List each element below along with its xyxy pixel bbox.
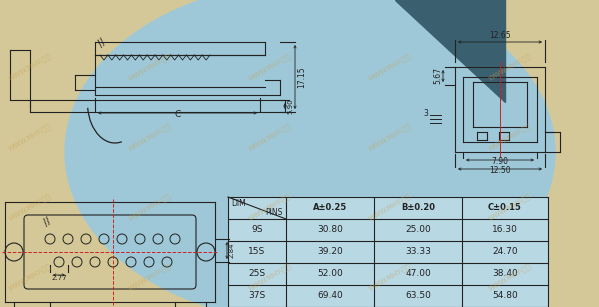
- Text: 33.33: 33.33: [405, 247, 431, 257]
- Text: 25.00: 25.00: [405, 226, 431, 235]
- Bar: [228, 197, 548, 307]
- Text: C: C: [174, 110, 181, 119]
- Text: 12.50: 12.50: [489, 166, 511, 175]
- Text: WWW.MHY-电子: WWW.MHY-电子: [488, 122, 533, 152]
- Polygon shape: [395, 0, 505, 102]
- Text: C±0.15: C±0.15: [488, 204, 522, 212]
- Text: 24.70: 24.70: [492, 247, 518, 257]
- Text: A±0.25: A±0.25: [313, 204, 347, 212]
- Text: B±0.20: B±0.20: [401, 204, 435, 212]
- Text: 17.15: 17.15: [297, 66, 306, 88]
- Text: WWW.MHY-电子: WWW.MHY-电子: [247, 122, 292, 152]
- Text: WWW.MHY-电子: WWW.MHY-电子: [8, 122, 52, 152]
- Text: WWW.MHY-电子: WWW.MHY-电子: [8, 192, 52, 222]
- Text: 52.00: 52.00: [317, 270, 343, 278]
- Text: WWW.MHY-电子: WWW.MHY-电子: [128, 262, 173, 292]
- Text: WWW.MHY-电子: WWW.MHY-电子: [488, 262, 533, 292]
- Text: 5.90: 5.90: [287, 98, 293, 114]
- Text: WWW.MHY-电子: WWW.MHY-电子: [488, 52, 533, 82]
- Text: 47.00: 47.00: [405, 270, 431, 278]
- Text: 54.80: 54.80: [492, 292, 518, 301]
- Text: 30.80: 30.80: [317, 226, 343, 235]
- Text: 69.40: 69.40: [317, 292, 343, 301]
- Text: WWW.MHY-电子: WWW.MHY-电子: [368, 192, 412, 222]
- Text: 25S: 25S: [249, 270, 265, 278]
- Text: 12.65: 12.65: [489, 31, 511, 40]
- Text: 37S: 37S: [249, 292, 265, 301]
- Text: WWW.MHY-电子: WWW.MHY-电子: [247, 262, 292, 292]
- Text: WWW.MHY-电子: WWW.MHY-电子: [368, 262, 412, 292]
- Text: 2.77: 2.77: [51, 275, 67, 281]
- Ellipse shape: [65, 0, 555, 307]
- Text: //: //: [41, 216, 53, 228]
- Text: 39.20: 39.20: [317, 247, 343, 257]
- Text: WWW.MHY-电子: WWW.MHY-电子: [8, 262, 52, 292]
- Text: WWW.MHY-电子: WWW.MHY-电子: [488, 192, 533, 222]
- Text: 16.30: 16.30: [492, 226, 518, 235]
- Text: WWW.MHY-电子: WWW.MHY-电子: [368, 122, 412, 152]
- Text: 15S: 15S: [249, 247, 265, 257]
- Text: WWW.MHY-电子: WWW.MHY-电子: [128, 52, 173, 82]
- Text: 2.84: 2.84: [229, 243, 235, 258]
- Text: WWW.MHY-电子: WWW.MHY-电子: [247, 192, 292, 222]
- Text: PINS: PINS: [265, 208, 283, 217]
- Text: WWW.MHY-电子: WWW.MHY-电子: [8, 52, 52, 82]
- Text: 9S: 9S: [251, 226, 263, 235]
- Text: 3: 3: [423, 110, 428, 119]
- Text: //: //: [96, 37, 108, 49]
- Text: 38.40: 38.40: [492, 270, 518, 278]
- Text: 7.90: 7.90: [492, 157, 509, 166]
- Text: WWW.MHY-电子: WWW.MHY-电子: [128, 122, 173, 152]
- Text: WWW.MHY-电子: WWW.MHY-电子: [247, 52, 292, 82]
- Text: WWW.MHY-电子: WWW.MHY-电子: [368, 52, 412, 82]
- Text: 63.50: 63.50: [405, 292, 431, 301]
- Text: WWW.MHY-电子: WWW.MHY-电子: [128, 192, 173, 222]
- Text: 5.67: 5.67: [433, 68, 442, 84]
- Text: DIM: DIM: [231, 199, 246, 208]
